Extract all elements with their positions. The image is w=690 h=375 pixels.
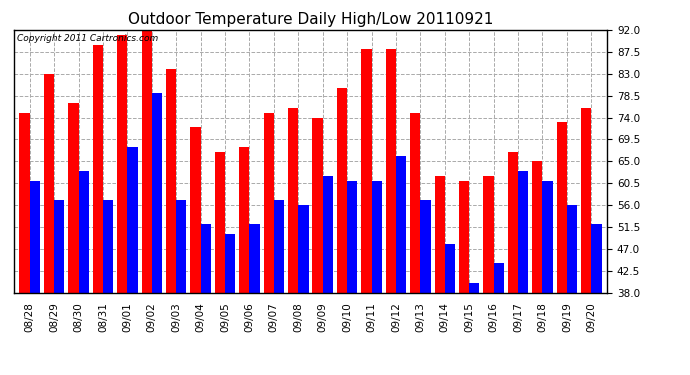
Bar [166,69,176,292]
Bar [103,200,113,292]
Bar [239,147,250,292]
Bar [54,200,64,292]
Bar [347,181,357,292]
Bar [567,205,577,292]
Bar [362,50,371,292]
Text: Copyright 2011 Cartronics.com: Copyright 2011 Cartronics.com [17,34,158,43]
Bar [337,88,347,292]
Bar [591,225,602,292]
Bar [19,112,30,292]
Bar [79,171,89,292]
Bar [445,244,455,292]
Bar [264,112,274,292]
Bar [459,181,469,292]
Bar [288,108,298,292]
Bar [128,147,137,292]
Bar [117,35,128,292]
Bar [225,234,235,292]
Bar [469,283,480,292]
Bar [190,127,201,292]
Bar [410,112,420,292]
Bar [323,176,333,292]
Bar [141,25,152,293]
Bar [274,200,284,292]
Bar [176,200,186,292]
Bar [68,103,79,292]
Bar [201,225,211,292]
Bar [532,161,542,292]
Bar [44,74,54,292]
Bar [371,181,382,292]
Bar [435,176,445,292]
Bar [581,108,591,292]
Bar [396,156,406,292]
Bar [152,93,162,292]
Title: Outdoor Temperature Daily High/Low 20110921: Outdoor Temperature Daily High/Low 20110… [128,12,493,27]
Bar [518,171,529,292]
Bar [508,152,518,292]
Bar [313,117,323,292]
Bar [542,181,553,292]
Bar [298,205,308,292]
Bar [92,45,103,292]
Bar [250,225,259,292]
Bar [386,50,396,292]
Bar [557,122,567,292]
Bar [484,176,493,292]
Bar [215,152,225,292]
Bar [30,181,40,292]
Bar [493,263,504,292]
Bar [420,200,431,292]
